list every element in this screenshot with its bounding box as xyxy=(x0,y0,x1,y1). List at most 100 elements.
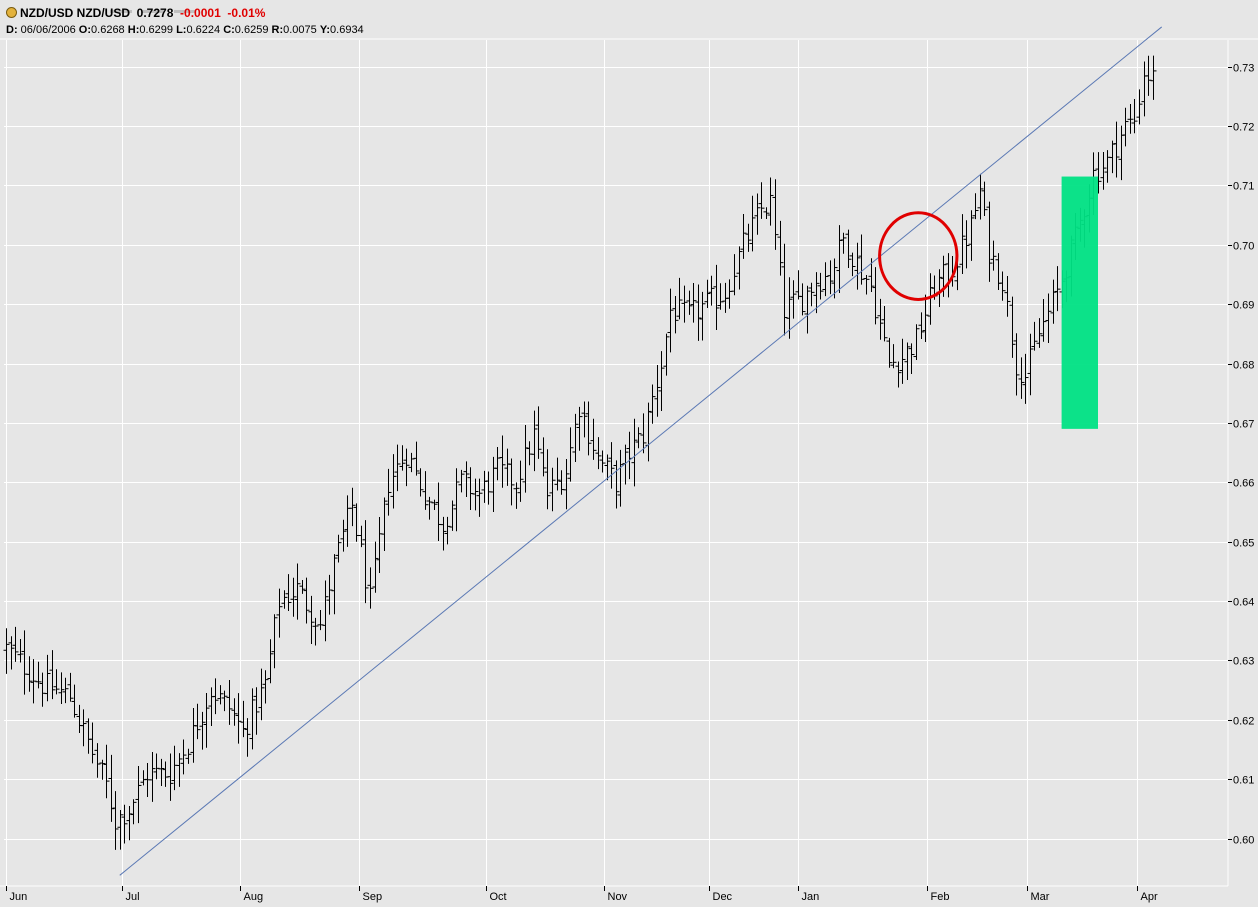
ohlc-bar xyxy=(358,525,365,548)
ohlc-bar xyxy=(426,496,433,520)
range-value: 0.0075 xyxy=(283,24,317,36)
ohlc-bar xyxy=(999,271,1006,301)
ohlc-bar xyxy=(517,460,524,502)
ohlc-bar xyxy=(494,447,501,481)
ohlc-bar xyxy=(1150,55,1157,100)
ohlc-bar xyxy=(554,457,561,491)
ohlc-bar xyxy=(199,711,206,750)
ohlc-bar xyxy=(21,630,28,695)
ohlc-bar xyxy=(808,282,815,307)
ohlc-bar xyxy=(731,254,738,296)
ohlc-bar xyxy=(631,418,638,487)
ohlc-bar xyxy=(699,291,706,341)
ohlc-bar xyxy=(376,516,383,574)
y-tick-label: 0.61 xyxy=(1233,775,1254,787)
ohlc-bar xyxy=(490,456,497,513)
annotations xyxy=(119,26,1163,876)
ohlc-bar xyxy=(53,669,60,695)
ohlc-bar xyxy=(112,791,119,850)
ohlc-bar xyxy=(140,770,147,786)
ohlc-bar xyxy=(635,427,642,449)
highlight-box xyxy=(1061,176,1098,429)
ohlc-bar xyxy=(299,579,306,594)
ohlc-bar xyxy=(544,449,551,510)
ohlc-bar xyxy=(362,520,369,604)
ohlc-bar xyxy=(599,450,606,473)
ohlc-bar xyxy=(645,402,652,462)
ohlc-bar xyxy=(372,541,379,593)
ohlc-bar xyxy=(572,413,579,462)
ohlc-bar xyxy=(349,487,356,527)
ohlc-bar xyxy=(276,588,283,638)
ohlc-bar xyxy=(981,181,988,217)
tab-strip[interactable] xyxy=(110,0,310,13)
ohlc-bar xyxy=(745,223,752,252)
ohlc-bar xyxy=(895,361,902,388)
ohlc-bar xyxy=(585,401,592,456)
ohlc-bar xyxy=(626,431,633,480)
ohlc-bar xyxy=(617,449,624,507)
ohlc-bar xyxy=(217,685,224,705)
ohlc-bar xyxy=(858,234,865,285)
ohlc-bar xyxy=(686,290,693,315)
ohlc-bar xyxy=(326,574,333,615)
ohlc-bar xyxy=(1141,61,1148,117)
ohlc-bar xyxy=(922,294,929,342)
ohlc-bar xyxy=(271,614,278,669)
ohlc-bar xyxy=(335,534,342,563)
ohlc-bar xyxy=(322,580,329,642)
ohlc-bar xyxy=(30,659,37,704)
ohlc-bar xyxy=(822,262,829,297)
ohlc-bar xyxy=(1122,107,1129,147)
ohlc-bar xyxy=(267,639,274,684)
close-value: 0.6259 xyxy=(234,24,269,36)
ohlc-bar xyxy=(986,201,993,282)
ohlc-bar xyxy=(76,704,83,733)
y-tick-label: 0.70 xyxy=(1233,241,1254,253)
ohlc-bar xyxy=(977,173,984,220)
ohlc-bar xyxy=(990,240,997,271)
ohlc-bar xyxy=(203,693,210,748)
ohlc-bar xyxy=(176,753,183,787)
ohlc-bar xyxy=(3,628,10,674)
ohlc-bar xyxy=(763,207,770,219)
ohlc-bar xyxy=(1136,89,1143,125)
y-key: Y: xyxy=(319,24,331,36)
ohlc-bar xyxy=(904,342,911,380)
ohlc-bar xyxy=(394,444,401,492)
ohlc-bar xyxy=(240,700,247,738)
ohlc-bar xyxy=(94,743,101,778)
close-key: C: xyxy=(223,24,235,36)
ohlc-bar xyxy=(126,806,133,841)
ohlc-bar xyxy=(1004,275,1011,317)
ohlc-bar xyxy=(908,343,915,375)
y-tick-label: 0.67 xyxy=(1233,419,1254,431)
y-tick-label: 0.63 xyxy=(1233,656,1254,668)
ohlc-bar xyxy=(262,670,269,704)
ohlc-bar xyxy=(881,305,888,342)
ohlc-bar xyxy=(913,324,920,361)
ohlc-bars xyxy=(3,55,1157,850)
ohlc-bar xyxy=(80,709,87,747)
ohlc-bar xyxy=(1050,279,1057,324)
open-value: 0.6268 xyxy=(91,24,125,36)
ohlc-bar xyxy=(863,275,870,295)
ohlc-bar xyxy=(613,460,620,509)
ohlc-bar xyxy=(786,277,793,339)
grid-lines xyxy=(0,38,1258,886)
ohlc-bar xyxy=(385,468,392,516)
ohlc-bar xyxy=(149,752,156,802)
symbol-icon[interactable] xyxy=(6,7,17,18)
ohlc-bar xyxy=(667,288,674,353)
ohlc-bar xyxy=(8,636,15,670)
ohlc-bar xyxy=(918,312,925,339)
ohlc-bar xyxy=(99,759,106,780)
range-key: R: xyxy=(271,24,284,36)
ohlc-bar xyxy=(444,516,451,545)
ohlc-bar xyxy=(1022,353,1029,404)
ohlc-bar xyxy=(340,519,347,552)
ohlc-bar xyxy=(504,448,511,486)
low-key: L: xyxy=(176,24,187,36)
y-tick-label: 0.62 xyxy=(1233,716,1254,728)
